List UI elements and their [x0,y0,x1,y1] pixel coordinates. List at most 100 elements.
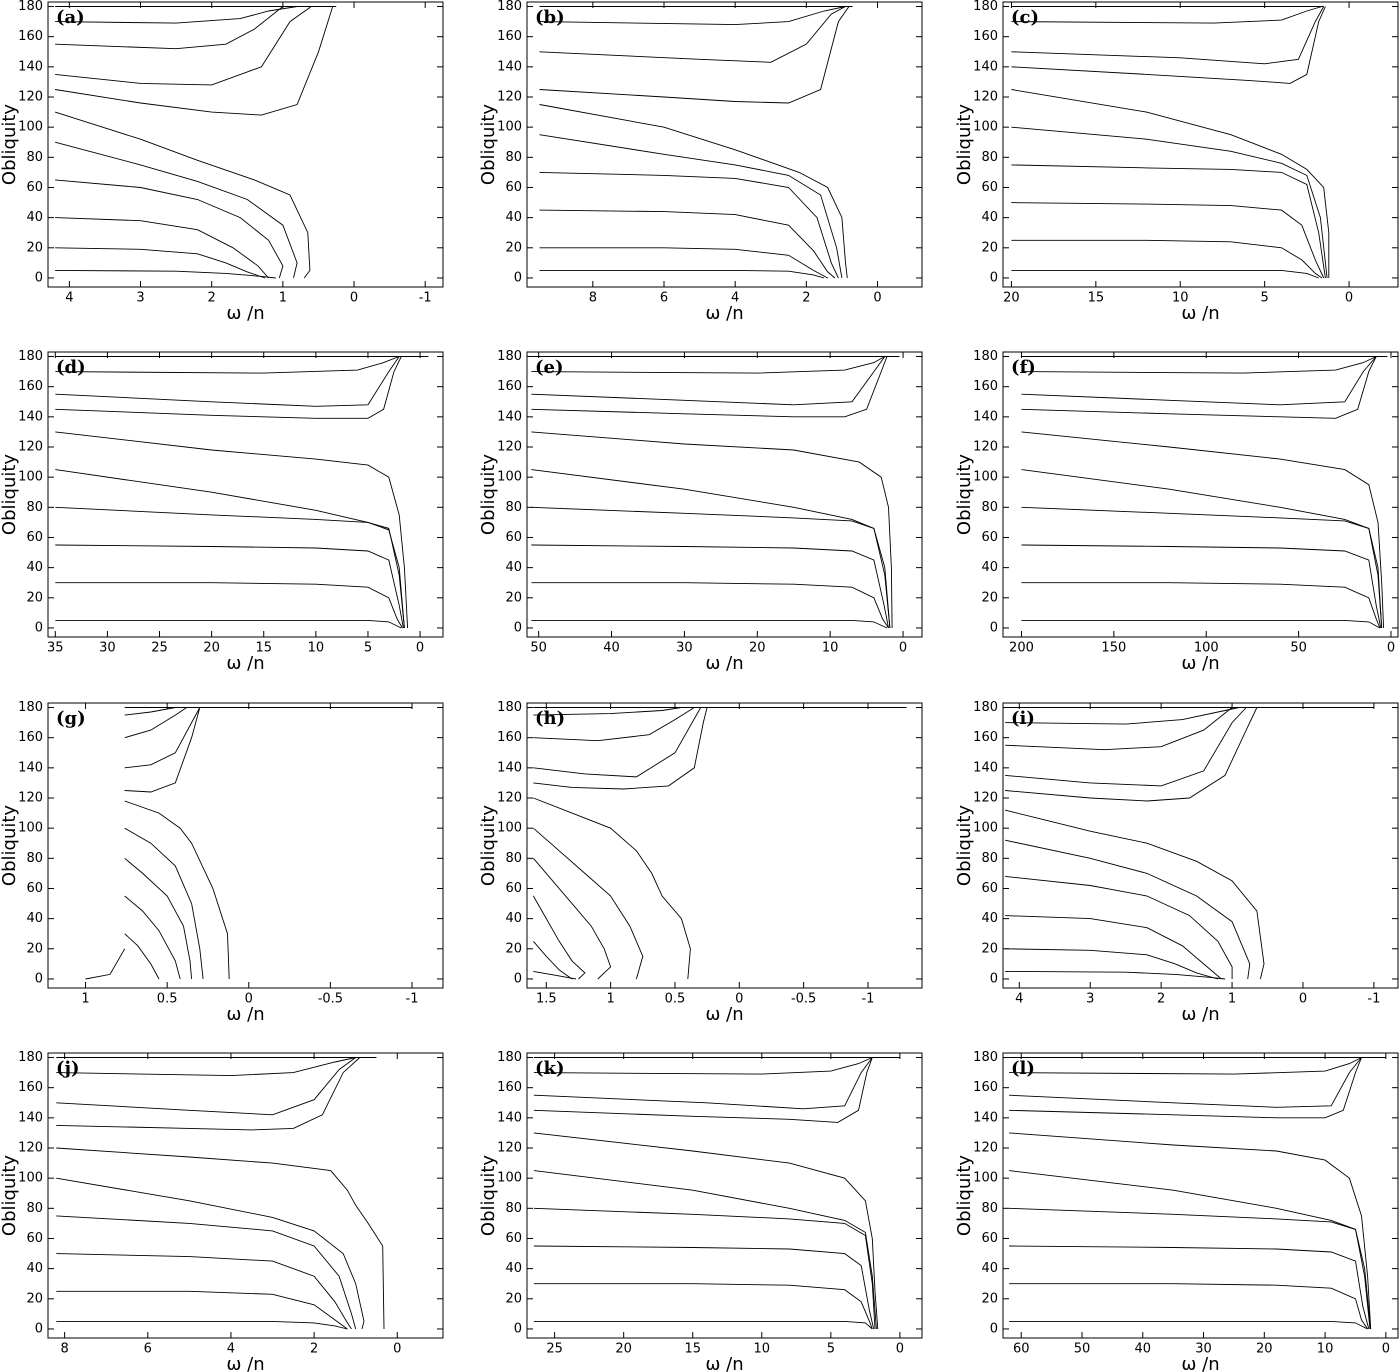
y-tick-label: 160 [973,1080,998,1095]
curve [54,141,298,279]
x-tick-label: 2 [802,291,810,306]
plot-frame [1002,351,1399,638]
panel-label: (b) [535,7,565,28]
y-tick-label: 140 [18,760,43,775]
y-tick-label: 180 [973,0,998,14]
y-tick-label: 20 [505,590,522,605]
y-tick-label: 0 [35,620,43,635]
x-axis-title: ω /n [226,1004,264,1025]
y-tick-label: 40 [981,911,998,926]
y-axis-title: Obliquity [478,1155,499,1236]
plot-frame [526,1052,923,1339]
curve [539,269,825,279]
y-tick-label: 0 [35,270,43,285]
curve [1009,1320,1368,1330]
curve [539,171,839,279]
curve [1005,707,1240,725]
x-tick-label: 40 [1134,1342,1151,1357]
x-tick-label: 0 [873,291,881,306]
curve [533,858,612,980]
y-tick-label: 160 [497,1080,522,1095]
x-tick-label: 20 [1256,1342,1273,1357]
curve [533,970,576,980]
x-tick-label: 15 [684,1342,701,1357]
curve [1005,948,1219,980]
x-tick-label: 1 [81,992,89,1007]
curve [531,544,889,629]
curve [531,619,888,629]
curve [56,1057,356,1116]
y-tick-label: 120 [973,1141,998,1156]
y-tick-label: 80 [26,500,43,515]
y-tick-label: 160 [497,29,522,44]
y-tick-label: 0 [514,620,522,635]
y-tick-label: 20 [505,941,522,956]
x-tick-label: 4 [65,291,73,306]
curve [55,582,403,629]
x-tick-label: -0.5 [318,992,343,1007]
curve [539,6,850,104]
y-tick-label: 100 [497,470,522,485]
panel-label: (a) [56,7,85,28]
curve [1021,582,1381,629]
curve [124,895,181,980]
y-tick-label: 160 [973,379,998,394]
y-tick-label: 140 [973,1110,998,1125]
x-tick-label: 0 [735,992,743,1007]
curve [124,707,187,739]
x-tick-label: 0 [1345,291,1353,306]
y-tick-label: 60 [26,1231,43,1246]
y-tick-label: 100 [973,1171,998,1186]
x-tick-label: 3 [1086,992,1094,1007]
y-tick-label: 20 [981,941,998,956]
plot-frame [526,1,923,288]
panel-label: (h) [535,708,565,729]
y-tick-label: 60 [26,530,43,545]
curve [1021,356,1377,406]
curve [531,582,889,629]
plot-frame [47,1052,444,1339]
y-axis-title: Obliquity [954,1155,975,1236]
x-tick-label: 6 [660,291,668,306]
plot-frame [47,351,444,638]
curve [1021,544,1382,629]
x-tick-label: 10 [308,641,325,656]
curve [1011,89,1330,278]
plot-frame [1002,1,1399,288]
panel-label: (i) [1011,708,1035,729]
y-axis-title: Obliquity [478,104,499,185]
curve [539,209,836,279]
curve [1011,6,1325,65]
x-tick-label: 8 [60,1342,68,1357]
curve [533,707,708,790]
y-tick-label: 160 [973,730,998,745]
x-axis-title: ω /n [705,303,743,324]
x-tick-label: 1.5 [536,992,557,1007]
x-tick-label: 1 [279,291,287,306]
y-tick-label: 20 [981,240,998,255]
curve [533,827,644,980]
x-tick-label: 0 [899,641,907,656]
y-tick-label: 0 [514,971,522,986]
curve [124,707,176,716]
panel-label: (l) [1011,1058,1035,1079]
curve [1021,356,1377,419]
y-tick-label: 80 [26,1201,43,1216]
curve [1005,839,1251,980]
x-tick-label: 15 [255,641,272,656]
y-tick-label: 120 [973,90,998,105]
x-tick-label: 30 [676,641,693,656]
curve [56,1147,385,1330]
y-tick-label: 140 [497,59,522,74]
curve [55,356,400,407]
x-tick-label: 8 [589,291,597,306]
curve [1009,1057,1362,1119]
curve [539,104,848,279]
panel-label: (g) [56,708,86,729]
y-tick-label: 120 [497,1141,522,1156]
y-axis-title: Obliquity [478,805,499,886]
y-tick-label: 80 [981,500,998,515]
curve [1009,1170,1372,1330]
y-tick-label: 140 [18,1110,43,1125]
panel-label: (d) [56,357,86,378]
